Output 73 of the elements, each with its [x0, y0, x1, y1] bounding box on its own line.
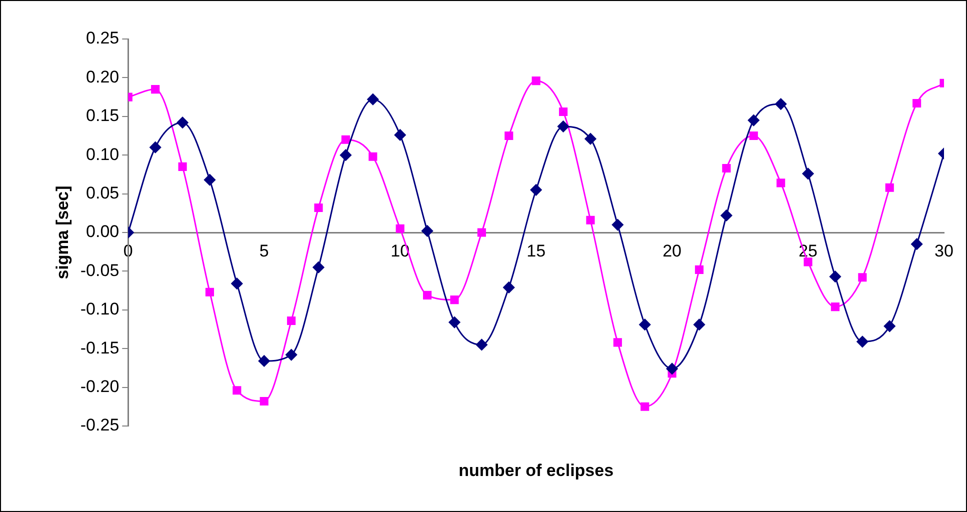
point [722, 164, 731, 173]
point [558, 107, 568, 116]
point [450, 296, 459, 304]
point [367, 94, 379, 106]
point [423, 290, 432, 300]
y-tick-label: 0.20 [86, 67, 120, 86]
point [775, 98, 787, 110]
point [231, 278, 243, 290]
point [885, 183, 894, 192]
point [151, 85, 160, 94]
point [312, 262, 324, 274]
point [830, 302, 840, 312]
point [422, 225, 434, 237]
point [802, 168, 814, 180]
x-tick-label: 20 [662, 241, 682, 260]
point [477, 228, 486, 237]
point [558, 120, 570, 132]
point [314, 203, 323, 212]
point [204, 174, 216, 186]
y-tick-label: 0.15 [86, 106, 120, 126]
point [286, 349, 298, 361]
point [448, 316, 460, 328]
point [776, 178, 786, 188]
point [749, 131, 758, 140]
point [504, 131, 514, 140]
point [612, 219, 624, 231]
point [205, 288, 214, 296]
point [720, 210, 732, 222]
point [858, 273, 867, 282]
y-tick-label: 0.00 [86, 222, 120, 242]
x-tick-label: 5 [259, 241, 269, 260]
point [584, 133, 596, 145]
point [640, 402, 650, 411]
point [666, 362, 678, 374]
y-tick-label: -0.20 [80, 376, 120, 396]
y-axis-title: sigma [sec] [52, 186, 72, 280]
y-tick-label: -0.15 [80, 338, 120, 358]
x-tick-label: 15 [526, 241, 546, 260]
y-tick-label: -0.05 [80, 260, 120, 280]
point [613, 338, 622, 347]
point [178, 162, 187, 171]
point [232, 386, 242, 395]
y-tick-label: 0.25 [86, 28, 120, 48]
point [693, 318, 705, 330]
point [340, 149, 352, 161]
point [912, 98, 922, 108]
point [258, 355, 270, 367]
point [150, 142, 162, 154]
point [586, 216, 595, 224]
point [260, 396, 268, 406]
point [476, 338, 488, 350]
point [694, 265, 704, 274]
point [856, 336, 868, 348]
x-axis-title: number of eclipses [458, 461, 614, 480]
point [394, 129, 406, 141]
y-tick-label: -0.10 [80, 300, 120, 319]
point [396, 224, 404, 233]
point [503, 282, 515, 294]
point [368, 152, 378, 161]
point [748, 114, 760, 126]
point [530, 184, 542, 196]
point [176, 116, 188, 128]
y-tick-label: 0.10 [86, 144, 120, 164]
y-tick-label: 0.05 [86, 183, 120, 202]
point [341, 135, 350, 144]
point [911, 238, 923, 250]
point [639, 318, 651, 330]
y-tick-label: -0.25 [80, 416, 120, 435]
point [287, 316, 296, 326]
point [884, 320, 896, 332]
x-tick-label: 30 [934, 241, 954, 260]
point [829, 270, 841, 282]
point [532, 76, 540, 86]
